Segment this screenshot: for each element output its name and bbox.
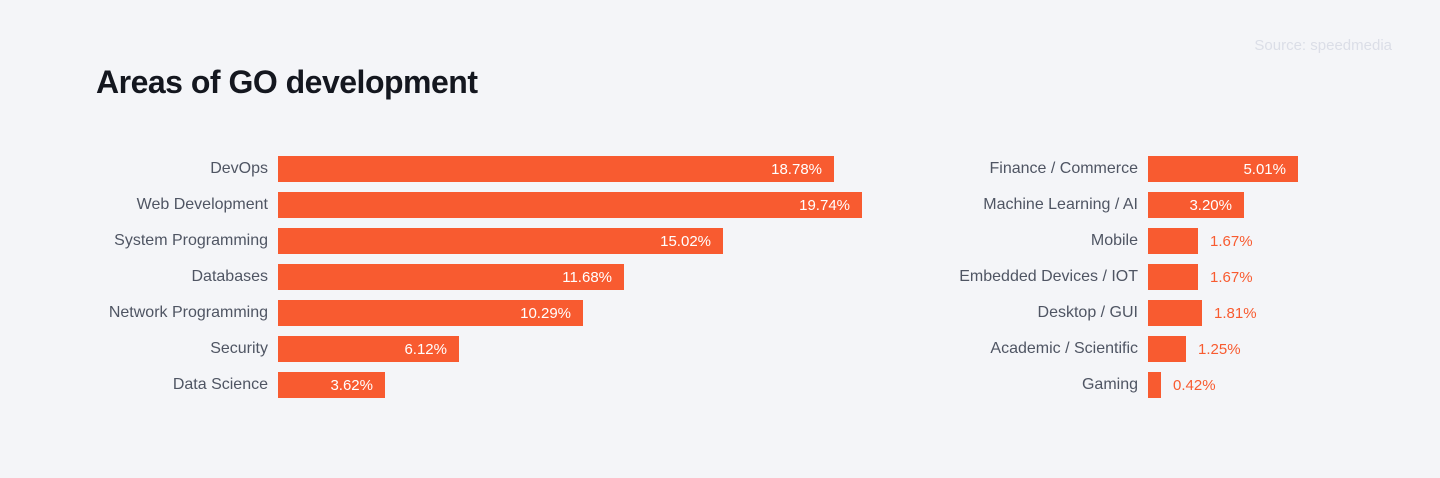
value-label: 18.78% <box>771 160 822 178</box>
bar-track: 15.02% <box>278 228 876 254</box>
bar-track: 3.62% <box>278 372 876 398</box>
bar-row: Data Science 3.62% <box>96 372 876 398</box>
bar-row: Embedded Devices / IOT 1.67% <box>948 264 1408 290</box>
bar-row: Network Programming 10.29% <box>96 300 876 326</box>
category-label: Gaming <box>1081 376 1138 393</box>
category-label: Desktop / GUI <box>1037 304 1138 321</box>
bar-track: 1.67% <box>1148 264 1408 290</box>
bar-row: Databases 11.68% <box>96 264 876 290</box>
value-label: 1.67% <box>1210 268 1253 286</box>
value-label: 0.42% <box>1173 376 1216 394</box>
bar-track: 19.74% <box>278 192 876 218</box>
value-label: 6.12% <box>404 340 447 358</box>
bar: 6.12% <box>278 336 459 362</box>
category-label: System Programming <box>114 232 268 249</box>
bar: 19.74% <box>278 192 862 218</box>
bar-track: 1.25% <box>1148 336 1408 362</box>
bar-track: 11.68% <box>278 264 876 290</box>
bar: 5.01% <box>1148 156 1298 182</box>
bar <box>1148 336 1186 362</box>
value-label: 11.68% <box>562 268 612 286</box>
chart-title: Areas of GO development <box>96 64 478 100</box>
category-label: Machine Learning / AI <box>983 196 1138 213</box>
value-label: 3.62% <box>330 376 373 394</box>
bar <box>1148 228 1198 254</box>
value-label: 10.29% <box>520 304 571 322</box>
bar-track: 10.29% <box>278 300 876 326</box>
value-label: 5.01% <box>1243 160 1286 178</box>
bar: 11.68% <box>278 264 624 290</box>
category-label: Security <box>210 340 268 357</box>
bar: 3.20% <box>1148 192 1244 218</box>
category-label: Network Programming <box>108 304 268 321</box>
bar <box>1148 264 1198 290</box>
category-label: Web Development <box>136 196 268 213</box>
bar-track: 1.67% <box>1148 228 1408 254</box>
bar-row: Mobile 1.67% <box>948 228 1408 254</box>
bar-row: Security 6.12% <box>96 336 876 362</box>
bar-row: Web Development 19.74% <box>96 192 876 218</box>
category-label: Mobile <box>1090 232 1138 249</box>
value-label: 19.74% <box>799 196 850 214</box>
bar <box>1148 300 1202 326</box>
source-label: Source: speedmedia <box>1254 37 1392 54</box>
bar: 10.29% <box>278 300 583 326</box>
right-bar-chart: Finance / Commerce 5.01% Machine Learning … <box>948 156 1408 408</box>
category-label: Finance / Commerce <box>989 160 1139 177</box>
category-label: DevOps <box>210 160 268 177</box>
bar-track: 5.01% <box>1148 156 1408 182</box>
bar-row: DevOps 18.78% <box>96 156 876 182</box>
category-label: Databases <box>191 268 269 285</box>
bar-row: Finance / Commerce 5.01% <box>948 156 1408 182</box>
value-label: 1.25% <box>1198 340 1241 358</box>
bar-track: 0.42% <box>1148 372 1408 398</box>
bar-row: Machine Learning / AI 3.20% <box>948 192 1408 218</box>
value-label: 1.67% <box>1210 232 1253 250</box>
left-bar-chart: DevOps 18.78% Web Development 19.74% System … <box>96 156 876 408</box>
category-label: Embedded Devices / IOT <box>959 268 1138 285</box>
value-label: 1.81% <box>1214 304 1257 322</box>
bar-row: Gaming 0.42% <box>948 372 1408 398</box>
value-label: 3.20% <box>1189 196 1232 214</box>
bar-row: Academic / Scientific 1.25% <box>948 336 1408 362</box>
bar: 18.78% <box>278 156 834 182</box>
category-label: Academic / Scientific <box>990 340 1138 357</box>
bar-track: 3.20% <box>1148 192 1408 218</box>
bar-track: 1.81% <box>1148 300 1408 326</box>
bar-row: Desktop / GUI 1.81% <box>948 300 1408 326</box>
bar-track: 6.12% <box>278 336 876 362</box>
bar: 3.62% <box>278 372 385 398</box>
bar-row: System Programming 15.02% <box>96 228 876 254</box>
bar <box>1148 372 1161 398</box>
category-label: Data Science <box>172 376 268 393</box>
value-label: 15.02% <box>660 232 711 250</box>
bar-track: 18.78% <box>278 156 876 182</box>
bar: 15.02% <box>278 228 723 254</box>
